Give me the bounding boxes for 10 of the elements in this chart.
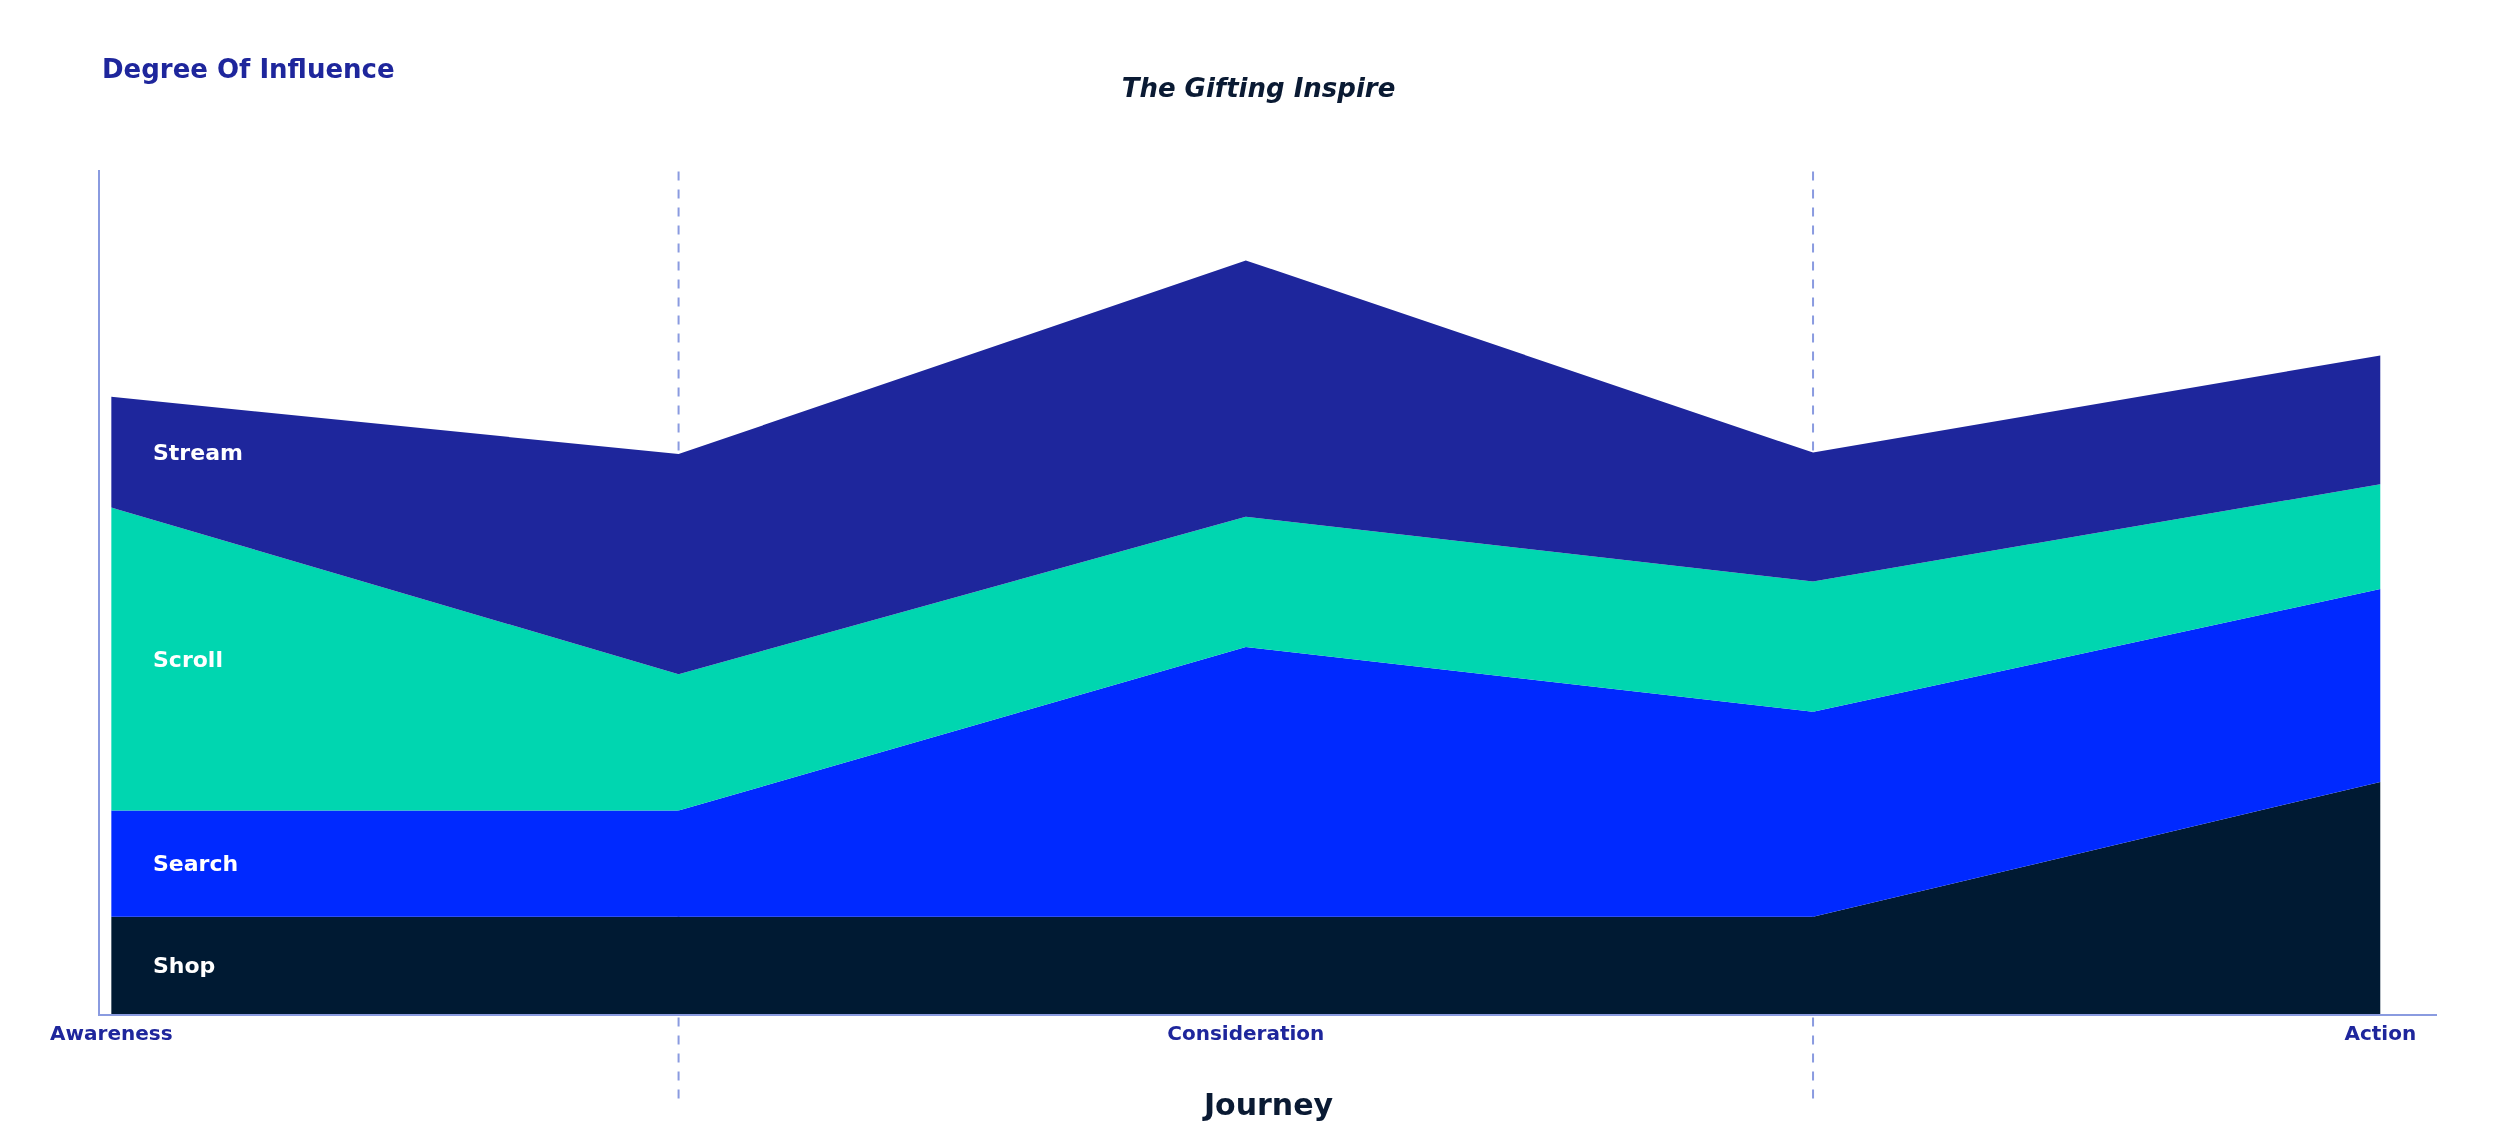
x-tick-label: Action bbox=[2344, 1021, 2417, 1045]
x-tick-label: Awareness bbox=[50, 1021, 173, 1045]
chart-subtitle: The Gifting Inspire bbox=[1121, 73, 1396, 104]
series-label: Search bbox=[153, 851, 239, 876]
series-label: Stream bbox=[153, 440, 243, 465]
x-tick-label: Consideration bbox=[1167, 1021, 1325, 1045]
series-label: Shop bbox=[153, 953, 216, 978]
x-axis-title: Journey bbox=[1201, 1087, 1334, 1122]
series-label: Scroll bbox=[153, 647, 223, 672]
text: Degree Of Influence bbox=[102, 54, 395, 84]
